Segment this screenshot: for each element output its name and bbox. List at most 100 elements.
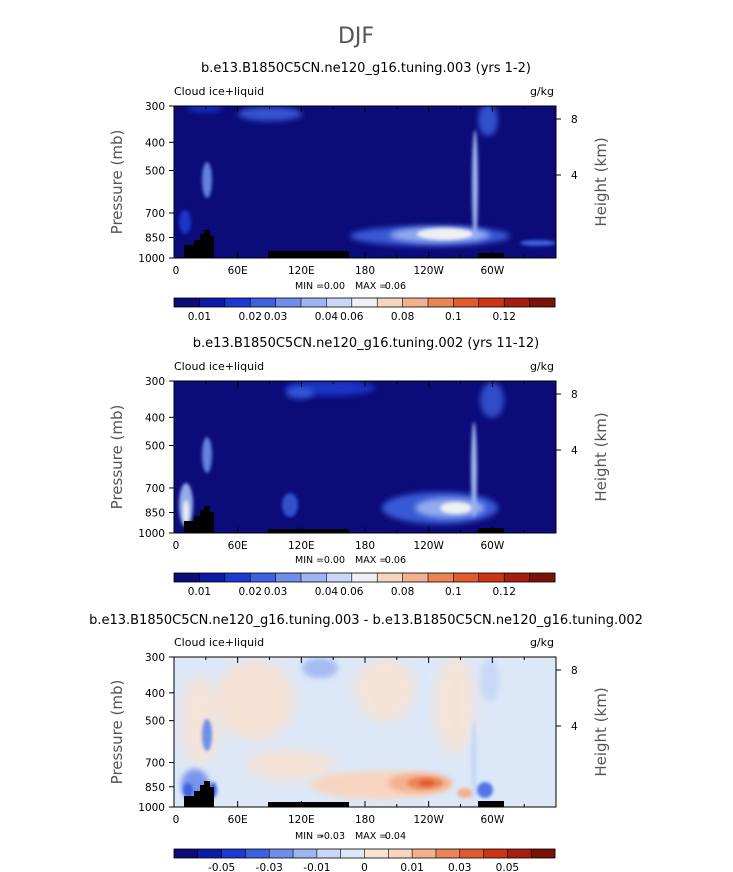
colorbar-swatch (340, 849, 365, 858)
panel-2-min-label: MIN = (295, 555, 324, 566)
colorbar-swatch (316, 849, 341, 858)
colorbar-tick-label: 0.06 (340, 311, 364, 323)
panel-1: b.e13.B1850C5CN.ne120_g16.tuning.003 (yr… (108, 61, 610, 323)
colorbar-swatch (459, 849, 484, 858)
y-axis-label: Pressure (mb) (108, 130, 126, 235)
panel-3-negative-patch-2 (480, 658, 500, 702)
colorbar-tick-label: 0 (361, 862, 368, 872)
panel-1-colorbar: 0.01 0.02 0.03 0.04 0.06 0.08 0.1 0.12 (173, 297, 556, 323)
x-tick-label: 60E (228, 540, 248, 552)
colorbar-swatch (364, 849, 389, 858)
y-tick-label: 700 (145, 758, 165, 770)
colorbar-swatch (402, 298, 429, 307)
panel-2-column-cloud (202, 437, 212, 473)
panel-2-colorbar: 0.01 0.02 0.03 0.04 0.06 0.08 0.1 0.12 (173, 572, 556, 598)
colorbar-swatch (293, 849, 318, 858)
y2-tick-label: 4 (571, 721, 578, 733)
colorbar-tick-label: 0.01 (188, 586, 211, 598)
panel-1-stratocumulus-core (417, 228, 473, 240)
y-tick-label: 1000 (138, 802, 165, 814)
panel-2: b.e13.B1850C5CN.ne120_g16.tuning.002 (yr… (108, 336, 610, 598)
panel-2-axes: 0 60E 120E 180 120W 60W 300 400 500 700 850 1000 Pre… (108, 376, 610, 552)
colorbar-swatch (453, 298, 480, 307)
colorbar-swatch (531, 849, 556, 858)
panel-1-column-cloud-2 (179, 210, 191, 234)
panel-1-andes-column (472, 130, 478, 240)
y-tick-label: 1000 (138, 528, 165, 540)
x-tick-label: 60W (480, 540, 504, 552)
panel-3-negative-core (183, 783, 193, 797)
colorbar-tick-label: 0.04 (315, 586, 339, 598)
colorbar-swatch (199, 298, 226, 307)
colorbar-swatch (478, 298, 505, 307)
y-tick-label: 400 (145, 412, 165, 424)
x-tick-label: 60W (480, 814, 504, 826)
colorbar-swatch (428, 573, 454, 582)
y-tick-label: 500 (145, 165, 165, 177)
colorbar-swatch (275, 573, 302, 582)
y-tick-label: 1000 (138, 253, 165, 265)
panel-3-negative-patch (302, 658, 338, 678)
colorbar-swatch (326, 573, 353, 582)
panel-3-field (174, 657, 556, 807)
x-tick-label: 120E (288, 540, 315, 552)
panel-1-upper-cloud-2 (187, 106, 223, 112)
colorbar-swatch (250, 573, 276, 582)
x-tick-label: 60E (228, 814, 248, 826)
colorbar-swatch (224, 298, 251, 307)
panel-3-topography (184, 781, 504, 807)
panel-1-title: b.e13.B1850C5CN.ne120_g16.tuning.003 (yr… (201, 61, 531, 76)
colorbar-swatch (269, 849, 294, 858)
colorbar-tick-label: -0.05 (208, 862, 235, 872)
colorbar-swatch (245, 849, 270, 858)
panel-1-units: g/kg (530, 85, 554, 98)
y-tick-label: 300 (145, 101, 165, 113)
figure-title: DJF (338, 24, 374, 49)
colorbar-swatch (221, 849, 246, 858)
colorbar-swatch (412, 849, 437, 858)
colorbar-tick-label: 0.03 (264, 586, 287, 598)
colorbar-swatch (351, 573, 378, 582)
colorbar-tick-label: 0.12 (493, 586, 516, 598)
panel-2-upper-cloud-3 (480, 382, 504, 418)
x-tick-label: 120E (288, 814, 315, 826)
panel-3: b.e13.B1850C5CN.ne120_g16.tuning.003 - b… (89, 613, 643, 872)
colorbar-swatch (197, 849, 222, 858)
colorbar-swatch (388, 849, 413, 858)
y-axis-label: Pressure (mb) (108, 405, 126, 510)
colorbar-swatch (478, 573, 505, 582)
x-tick-label: 60W (480, 265, 504, 277)
y2-axis-label: Height (km) (592, 137, 610, 226)
colorbar-swatch (504, 573, 530, 582)
panel-1-column-cloud (202, 162, 212, 198)
panel-2-min-value: 0.00 (324, 555, 345, 566)
x-tick-label: 120W (413, 265, 444, 277)
panel-2-variable-label: Cloud ice+liquid (174, 360, 264, 373)
y-tick-label: 850 (145, 782, 165, 794)
colorbar-tick-label: 0.02 (239, 311, 262, 323)
panel-3-title: b.e13.B1850C5CN.ne120_g16.tuning.003 - b… (89, 613, 643, 628)
panel-1-min-label: MIN = (295, 281, 324, 292)
colorbar-frame (173, 297, 556, 308)
panel-3-min-value: -0.03 (320, 831, 345, 842)
colorbar-tick-label: 0.01 (400, 862, 423, 872)
colorbar-swatch (529, 573, 556, 582)
y2-tick-label: 8 (571, 389, 578, 401)
panel-3-max-label: MAX = (355, 831, 387, 842)
colorbar-swatch (402, 573, 429, 582)
colorbar-swatch (435, 849, 461, 858)
x-tick-label: 120W (413, 814, 444, 826)
y-tick-label: 500 (145, 716, 165, 728)
x-tick-label: 120W (413, 540, 444, 552)
panel-2-mid-cloud (282, 493, 298, 517)
y-tick-label: 300 (145, 376, 165, 388)
panel-3-positive-patch-5 (245, 750, 335, 780)
panel-3-andes-column (471, 720, 477, 800)
colorbar-tick-label: 0.04 (315, 311, 339, 323)
colorbar-tick-label: 0.08 (391, 586, 414, 598)
colorbar-tick-label: 0.02 (239, 586, 262, 598)
colorbar-swatch (377, 573, 403, 582)
colorbar-tick-label: 0.03 (448, 862, 471, 872)
y2-tick-label: 8 (571, 114, 578, 126)
